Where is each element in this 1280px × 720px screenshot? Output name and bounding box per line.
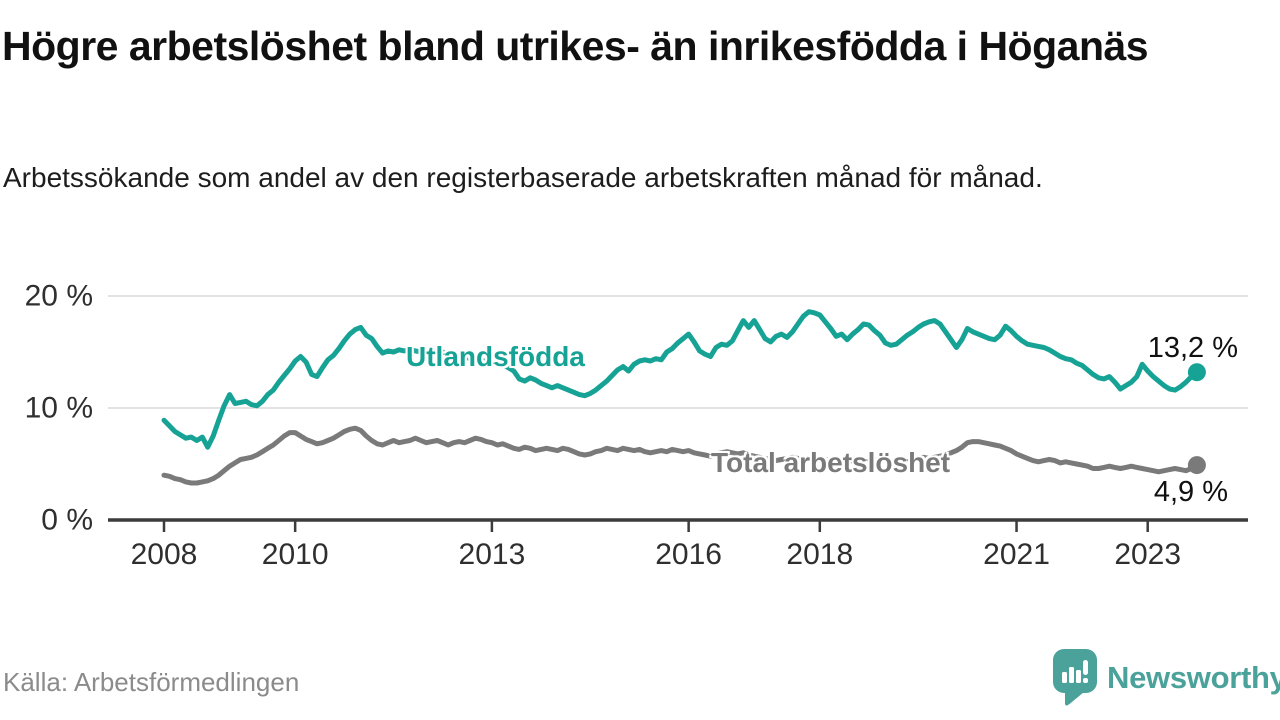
x-tick-label-2021: 2021 (983, 538, 1050, 571)
speech-bubble-bar-chart-icon (1053, 649, 1097, 706)
series-label-total-arbetsloshet: Total arbetslöshet (711, 447, 951, 478)
x-tick-label-2013: 2013 (459, 538, 526, 571)
data-line-utlandsfodda (161, 309, 1200, 450)
end-value-label-utlandsfodda: 13,2 % (1147, 332, 1238, 364)
logo-bubble-tail (1065, 688, 1084, 706)
y-tick-label-10: 10 % (25, 392, 93, 425)
chart-subtitle: Arbetssökande som andel av den registerb… (3, 162, 1043, 193)
end-value-label-total: 4,9 % (1153, 476, 1228, 508)
y-tick-label-20: 20 % (25, 280, 93, 313)
data-line-total (161, 425, 1200, 486)
logo-exclamation-dot (1083, 678, 1088, 683)
series-label-utlandsfodda: Utlandsfödda (406, 341, 585, 372)
source-attribution: Källa: Arbetsförmedlingen (3, 667, 300, 697)
x-tick-label-2016: 2016 (655, 538, 722, 571)
logo-bar-1 (1062, 672, 1067, 683)
x-tick-label-2010: 2010 (262, 538, 329, 571)
brand-name: Newsworthy (1107, 660, 1280, 695)
x-tick-label-2018: 2018 (786, 538, 853, 571)
end-point-dot-utlandsfodda (1187, 363, 1206, 382)
newsworthy-logo: Newsworthy (1052, 648, 1280, 708)
logo-bar-3 (1076, 670, 1081, 683)
x-tick-label-2008: 2008 (131, 538, 198, 571)
logo-exclamation-bar (1083, 660, 1088, 675)
page-title: Högre arbetslöshet bland utrikes- än inr… (2, 23, 1149, 69)
logo-bar-2 (1069, 667, 1074, 683)
logo-bubble (1053, 649, 1097, 693)
y-tick-label-0: 0 % (41, 504, 93, 537)
end-point-dot-total (1187, 456, 1206, 475)
x-tick-label-2023: 2023 (1114, 538, 1181, 571)
